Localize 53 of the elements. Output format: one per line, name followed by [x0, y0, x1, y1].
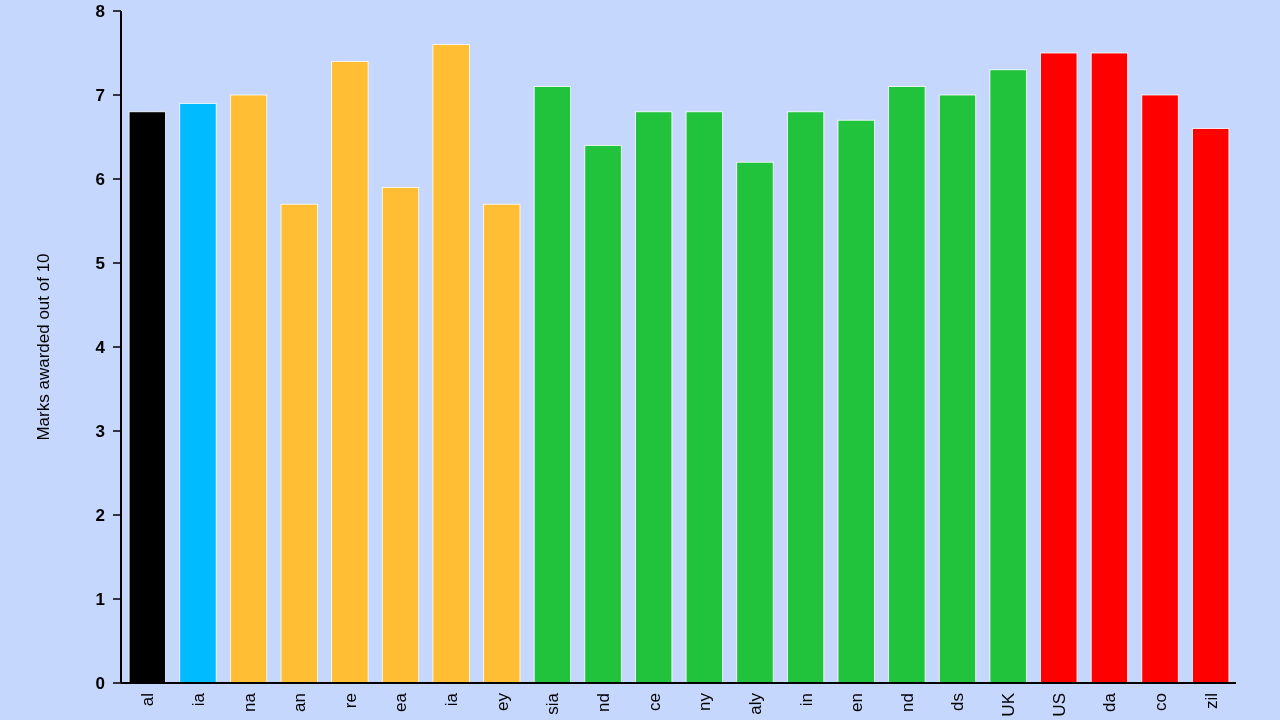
- x-tick-label: ny: [695, 692, 715, 711]
- x-tick-label: en: [847, 693, 867, 712]
- bar: [635, 111, 673, 684]
- y-tick-label: 4: [95, 337, 106, 357]
- x-tick-label: nd: [594, 693, 613, 712]
- x-tick-label: al: [138, 693, 158, 707]
- x-tick-label: ce: [644, 693, 664, 711]
- x-tick-label: re: [340, 693, 360, 709]
- x-tick-label: zil: [1201, 693, 1221, 710]
- bar: [1141, 94, 1179, 684]
- bar: [331, 61, 369, 684]
- x-tick-label: ia: [188, 692, 208, 707]
- bar: [1090, 52, 1129, 684]
- bar: [381, 187, 420, 684]
- y-tick-label: 1: [95, 589, 105, 609]
- bar: [736, 161, 774, 684]
- y-tick-label: 8: [95, 1, 105, 21]
- bar: [584, 145, 622, 684]
- x-tick-label: ia: [442, 692, 462, 707]
- x-tick-label: ea: [391, 692, 411, 712]
- x-tick-label: in: [796, 693, 816, 707]
- bar: [837, 119, 875, 684]
- x-tick-label: na: [239, 692, 259, 712]
- bar: [685, 111, 723, 684]
- bar: [179, 103, 217, 684]
- bar: [229, 94, 268, 684]
- x-tick-label: ey: [492, 692, 512, 711]
- bar: [432, 44, 470, 684]
- y-tick-label: 5: [95, 253, 105, 273]
- y-axis-title: Marks awarded out of 10: [34, 253, 53, 441]
- y-tick-label: 7: [95, 85, 105, 105]
- x-tick-label: US: [1049, 693, 1069, 717]
- y-tick-label: 6: [95, 169, 105, 189]
- bar: [533, 86, 572, 684]
- y-tick-label: 2: [95, 505, 105, 525]
- y-tick-label: 3: [95, 421, 105, 441]
- x-tick-label: sia: [543, 692, 563, 715]
- y-tick-label: 0: [95, 673, 105, 693]
- bar: [1192, 128, 1230, 684]
- x-tick-label: da: [1100, 692, 1120, 712]
- bar: [483, 203, 521, 684]
- x-tick-label: ds: [948, 693, 968, 711]
- bar: [1040, 52, 1078, 684]
- bar: [888, 86, 926, 684]
- x-tick-label: an: [290, 693, 310, 712]
- x-tick-label: aly: [745, 692, 765, 715]
- bar: [989, 69, 1027, 684]
- bar: [938, 94, 977, 684]
- bar: [280, 203, 318, 684]
- bar: [786, 111, 825, 684]
- x-tick-label: co: [1151, 693, 1170, 711]
- x-tick-label: UK: [999, 692, 1019, 717]
- x-tick-label: nd: [897, 693, 917, 712]
